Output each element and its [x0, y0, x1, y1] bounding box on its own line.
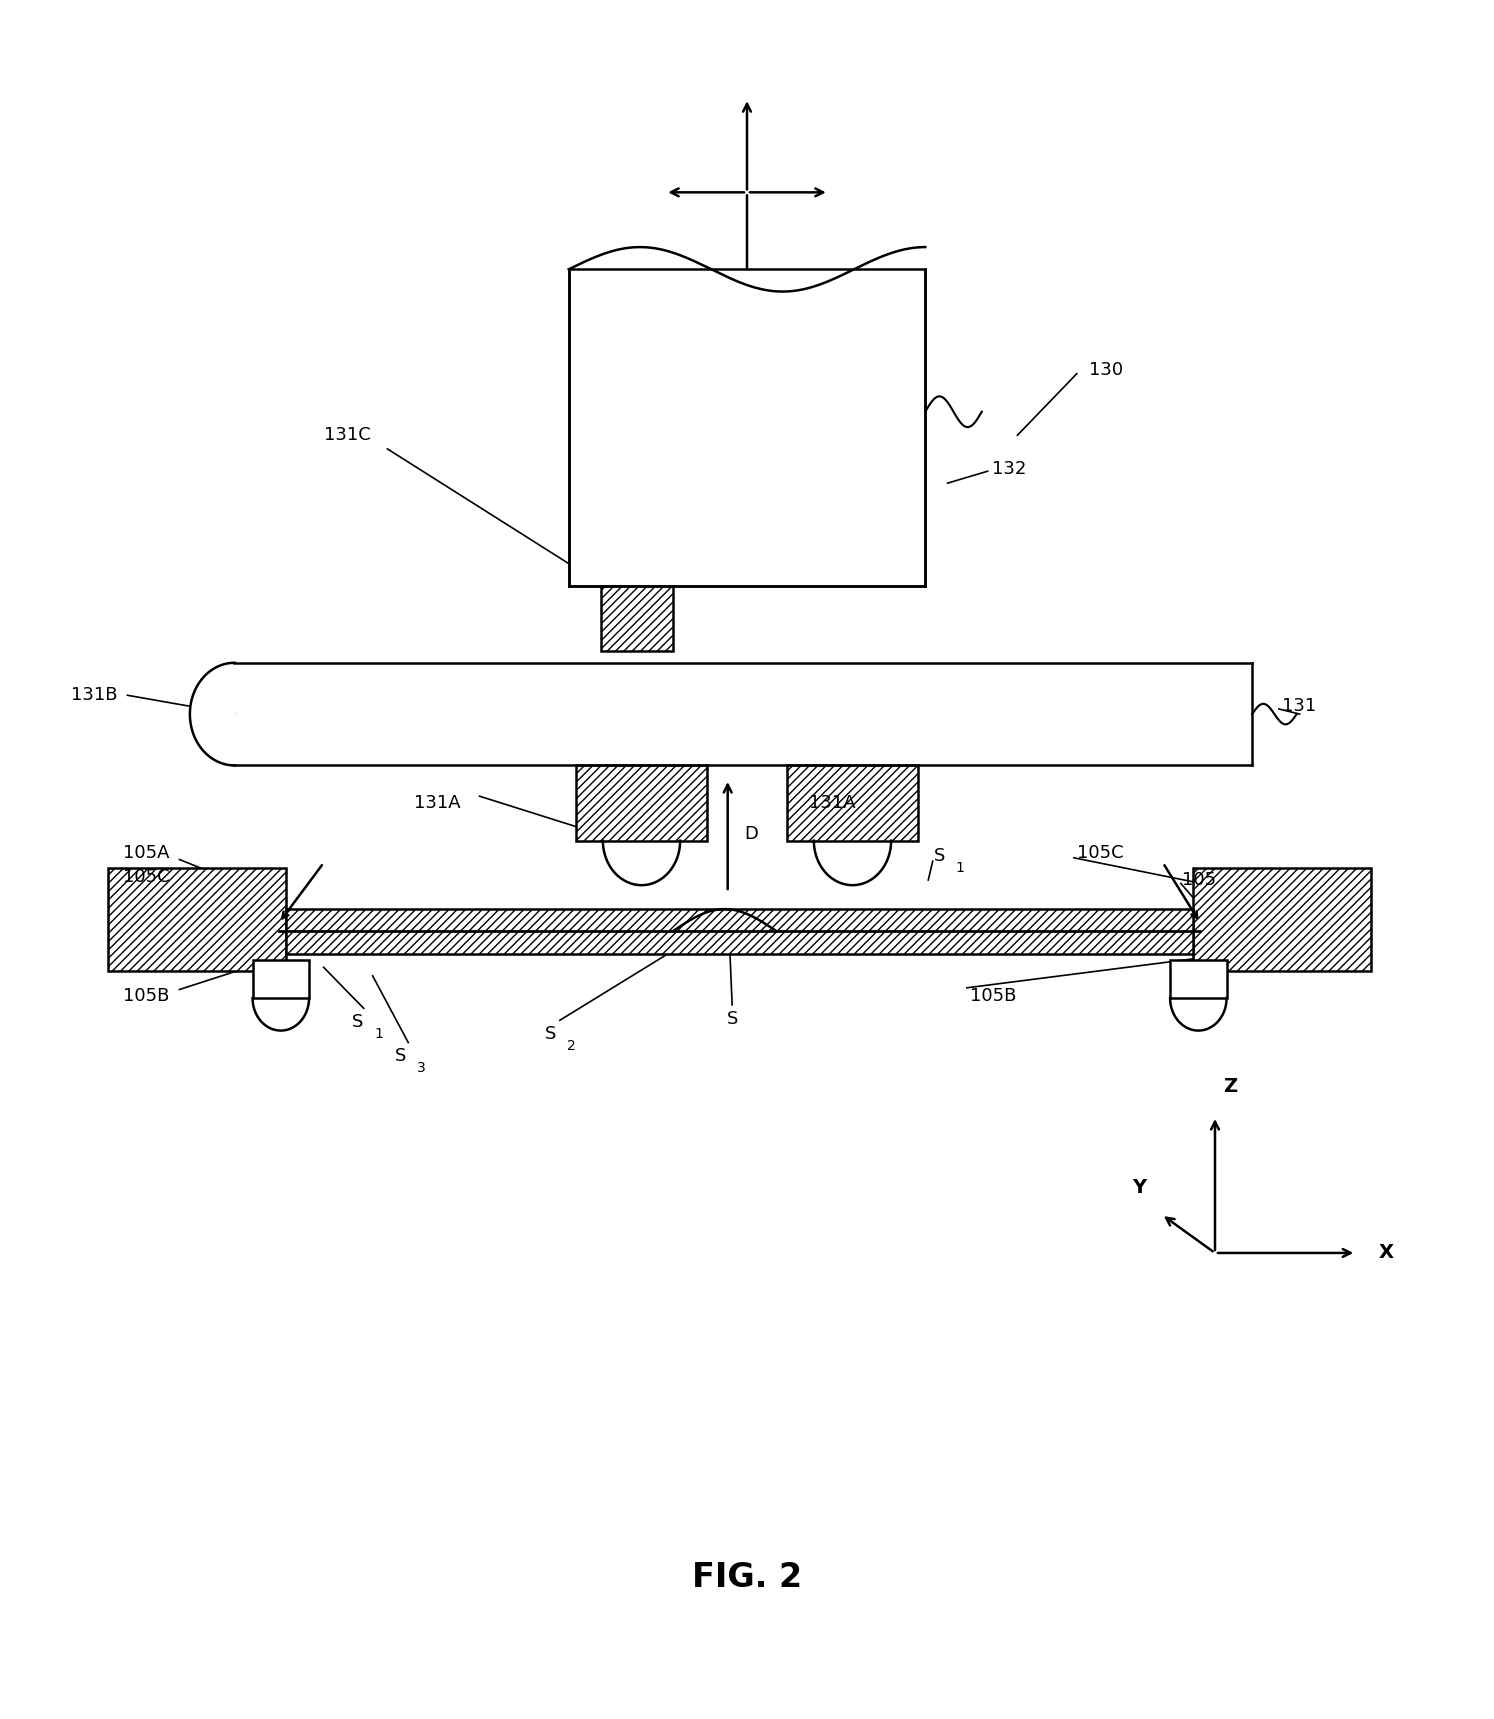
- Text: 105C: 105C: [123, 868, 170, 885]
- Bar: [1192, 868, 1371, 971]
- Text: 131B: 131B: [72, 686, 118, 705]
- Text: D: D: [744, 825, 757, 842]
- Bar: [252, 961, 309, 999]
- Text: S: S: [394, 1047, 406, 1066]
- Text: 105B: 105B: [123, 987, 169, 1006]
- Text: X: X: [1379, 1243, 1394, 1262]
- Text: 105B: 105B: [970, 987, 1016, 1006]
- Bar: [602, 586, 672, 652]
- Text: 105C: 105C: [1077, 844, 1123, 861]
- Text: 131C: 131C: [324, 426, 371, 444]
- Bar: [287, 909, 1192, 954]
- Text: 105A: 105A: [123, 844, 169, 861]
- Text: 131A: 131A: [414, 794, 460, 811]
- Bar: [1170, 961, 1227, 999]
- Bar: [108, 868, 287, 971]
- Text: 1: 1: [955, 861, 964, 875]
- Text: 2: 2: [568, 1038, 577, 1054]
- Text: S: S: [934, 847, 946, 865]
- Text: 1: 1: [374, 1026, 382, 1042]
- Text: Y: Y: [1132, 1178, 1146, 1198]
- Text: S: S: [353, 1012, 363, 1031]
- Text: 131A: 131A: [810, 794, 856, 811]
- Text: 131: 131: [1282, 696, 1316, 715]
- Text: S: S: [726, 1009, 738, 1028]
- Polygon shape: [190, 664, 235, 765]
- Bar: [787, 765, 917, 841]
- Text: FIG. 2: FIG. 2: [692, 1561, 802, 1595]
- Text: 132: 132: [992, 461, 1026, 478]
- Text: 105: 105: [1182, 872, 1216, 889]
- Bar: [577, 765, 707, 841]
- Text: 130: 130: [1089, 361, 1123, 380]
- Text: 3: 3: [417, 1061, 426, 1074]
- Text: Z: Z: [1222, 1076, 1237, 1095]
- Bar: [569, 270, 925, 586]
- Text: S: S: [545, 1025, 557, 1043]
